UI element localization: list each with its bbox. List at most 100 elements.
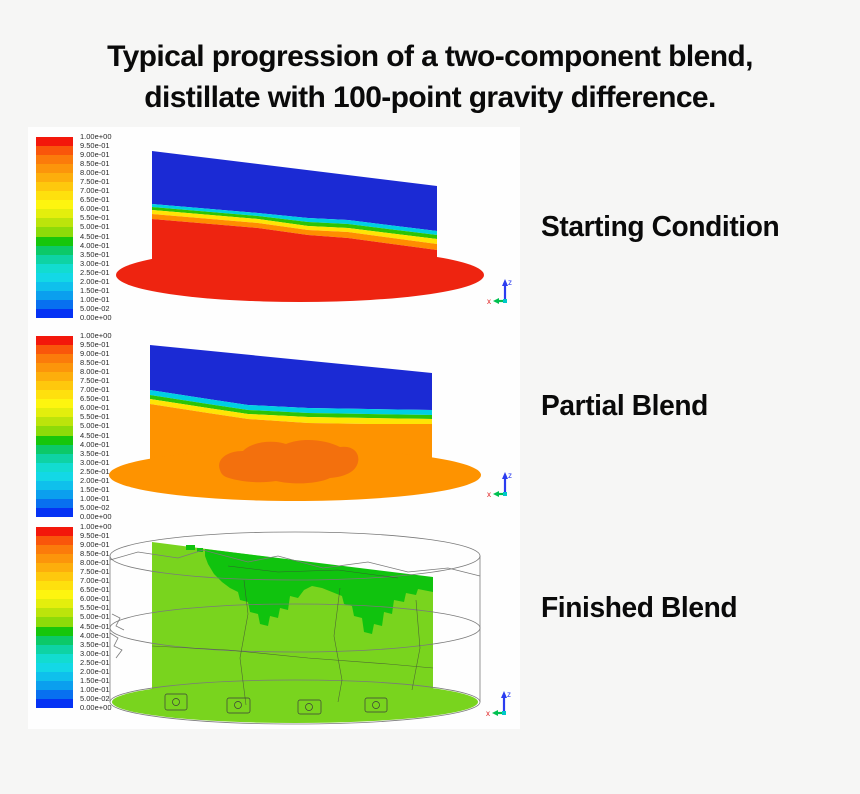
legend-color-band — [36, 471, 73, 481]
legend-tick-label: 7.00e-01 — [80, 186, 110, 196]
legend-color-band — [36, 444, 73, 454]
label-starting-condition: Starting Condition — [541, 211, 780, 243]
colormap-legend: 1.00e+00 9.50e-01 9.00e-01 8.50e-01 8.00e-01… — [36, 522, 148, 720]
legend-tick-label: 1.00e+00 — [80, 522, 112, 531]
interface-band-green — [150, 395, 432, 419]
legend-color-band — [36, 263, 73, 273]
legend-color-band — [36, 363, 73, 373]
legend-tick-label: 2.00e-01 — [80, 276, 110, 286]
legend-tick-label: 8.00e-01 — [80, 367, 110, 377]
slice-upper-fluid — [152, 151, 437, 231]
legend-color-band — [36, 617, 73, 627]
tank-nozzles — [164, 693, 388, 715]
legend-color-band — [36, 281, 73, 291]
legend-tick-label: 6.50e-01 — [80, 394, 110, 404]
legend-color-band — [36, 381, 73, 391]
legend-color-band — [36, 435, 73, 445]
legend-color-band — [36, 236, 73, 246]
legend-color-band — [36, 689, 73, 699]
triad-x-label: x — [487, 490, 491, 499]
legend-tick-label: 2.50e-01 — [80, 267, 110, 277]
liquid-surface-ellipse — [116, 248, 484, 302]
legend-color-band — [36, 245, 73, 255]
legend-tick-label: 0.00e+00 — [80, 511, 112, 521]
legend-tick-label: 5.00e-02 — [80, 303, 110, 313]
legend-tick-label: 7.00e-01 — [80, 576, 110, 586]
axis-triad: z x — [487, 471, 512, 499]
interface-band-cyan — [152, 204, 437, 235]
legend-tick-label: 2.00e-01 — [80, 666, 110, 676]
triad-z-label: z — [508, 278, 512, 287]
legend-color-band — [36, 191, 73, 201]
legend-tick-label: 9.50e-01 — [80, 340, 110, 350]
mesh-region-lines — [151, 565, 434, 706]
legend-tick-label: 9.00e-01 — [80, 540, 110, 550]
legend-color-band — [36, 599, 73, 609]
colormap-colorbar — [36, 527, 73, 708]
axis-triad: z x — [486, 690, 511, 718]
legend-color-band — [36, 345, 73, 355]
tank-render-partial-blend: z x — [109, 345, 512, 501]
legend-tick-label: 1.00e-01 — [80, 294, 110, 304]
legend-color-band — [36, 417, 73, 427]
legend-tick-label: 1.00e+00 — [80, 331, 112, 340]
legend-color-band — [36, 164, 73, 174]
legend-tick-label: 3.50e-01 — [80, 639, 110, 649]
colormap-tick-labels: 1.00e+00 9.50e-01 9.00e-01 8.50e-01 8.00e-01… — [80, 133, 142, 322]
legend-tick-label: 1.50e-01 — [80, 484, 110, 494]
legend-tick-label: 5.50e-01 — [80, 412, 110, 422]
triad-z-label: z — [507, 690, 511, 699]
legend-tick-label: 5.50e-01 — [80, 213, 110, 223]
legend-color-band — [36, 680, 73, 690]
legend-tick-label: 1.00e-01 — [80, 493, 110, 503]
legend-color-band — [36, 408, 73, 418]
legend-color-band — [36, 563, 73, 573]
legend-color-band — [36, 254, 73, 264]
legend-tick-label: 2.50e-01 — [80, 466, 110, 476]
interface-band-yellow — [150, 399, 432, 424]
legend-tick-label: 5.00e-02 — [80, 693, 110, 703]
legend-tick-label: 3.00e-01 — [80, 457, 110, 467]
interface-band-yellow — [152, 210, 437, 244]
legend-tick-label: 1.50e-01 — [80, 675, 110, 685]
legend-color-band — [36, 480, 73, 490]
triad-x-label: x — [486, 709, 490, 718]
colormap-legend: 1.00e+00 9.50e-01 9.00e-01 8.50e-01 8.00e-01… — [36, 332, 148, 529]
legend-tick-label: 0.00e+00 — [80, 702, 112, 712]
legend-color-band — [36, 354, 73, 364]
legend-tick-label: 2.50e-01 — [80, 657, 110, 667]
legend-tick-label: 1.00e+00 — [80, 132, 112, 141]
legend-color-band — [36, 173, 73, 183]
legend-tick-label: 8.00e-01 — [80, 168, 110, 178]
legend-color-band — [36, 653, 73, 663]
legend-tick-label: 7.00e-01 — [80, 385, 110, 395]
legend-tick-label: 5.50e-01 — [80, 603, 110, 613]
legend-color-band — [36, 399, 73, 409]
legend-tick-label: 1.00e-01 — [80, 684, 110, 694]
legend-color-band — [36, 498, 73, 508]
legend-tick-label: 5.00e-02 — [80, 502, 110, 512]
colormap-tick-labels: 1.00e+00 9.50e-01 9.00e-01 8.50e-01 8.00e-01… — [80, 332, 142, 521]
legend-color-band — [36, 489, 73, 499]
legend-tick-label: 8.00e-01 — [80, 558, 110, 568]
triad-z-label: z — [508, 471, 512, 480]
legend-color-band — [36, 209, 73, 219]
legend-color-band — [36, 426, 73, 436]
legend-tick-label: 3.00e-01 — [80, 648, 110, 658]
figure-title: Typical progression of a two-component b… — [0, 36, 860, 118]
surface-nub — [413, 483, 429, 491]
concentration-blob — [219, 440, 359, 484]
legend-tick-label: 7.50e-01 — [80, 376, 110, 386]
legend-color-band — [36, 608, 73, 618]
legend-tick-label: 8.50e-01 — [80, 549, 110, 559]
legend-color-band — [36, 698, 73, 708]
legend-tick-label: 8.50e-01 — [80, 159, 110, 169]
legend-tick-label: 4.50e-01 — [80, 621, 110, 631]
legend-tick-label: 6.00e-01 — [80, 594, 110, 604]
legend-color-band — [36, 572, 73, 582]
legend-tick-label: 6.50e-01 — [80, 585, 110, 595]
legend-color-band — [36, 200, 73, 210]
legend-color-band — [36, 308, 73, 318]
legend-tick-label: 9.00e-01 — [80, 150, 110, 160]
legend-color-band — [36, 545, 73, 555]
